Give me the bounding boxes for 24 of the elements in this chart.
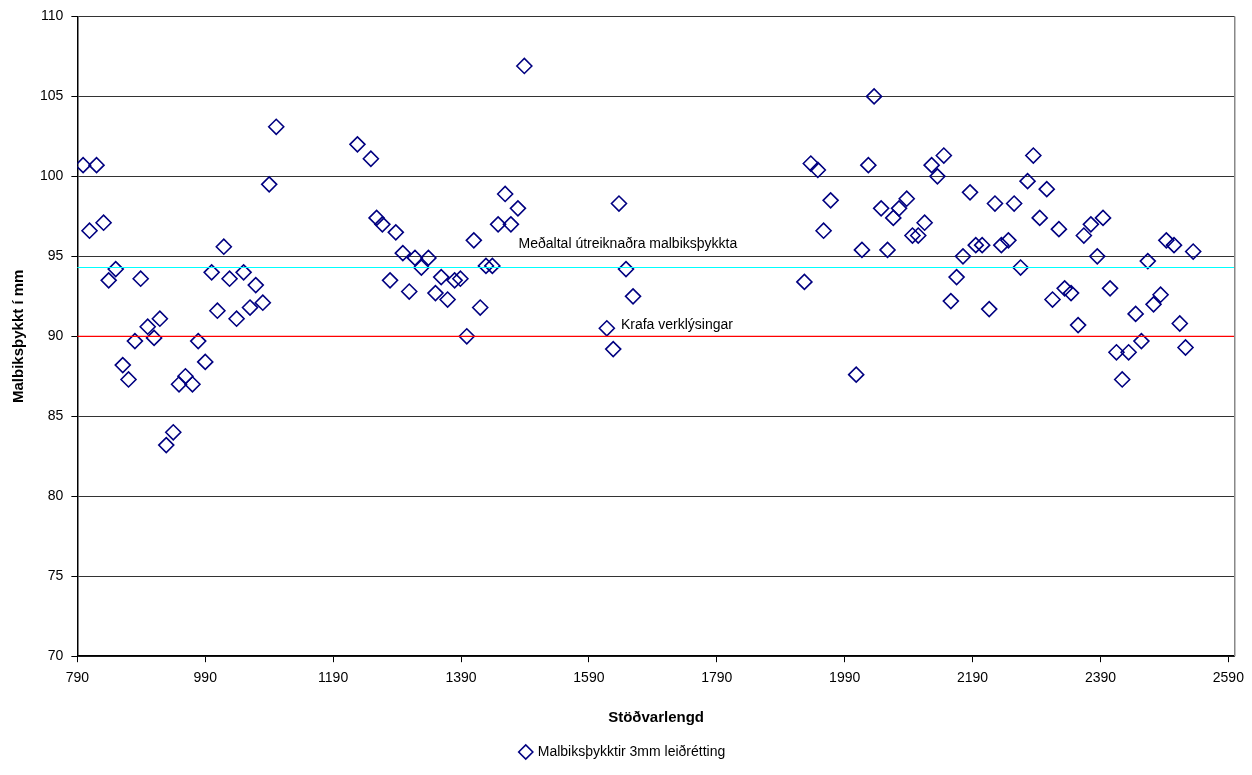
x-tick-label: 2190	[957, 669, 989, 686]
x-tick-label: 2390	[1084, 669, 1117, 686]
y-tick-label: 100	[40, 167, 64, 184]
y-tick-label: 90	[47, 327, 64, 344]
y-axis-title: Malbiksþykkt í mm	[9, 269, 27, 403]
y-tick-label: 95	[47, 247, 64, 264]
x-tick-label: 790	[65, 669, 90, 686]
x-tick-label: 1590	[573, 669, 605, 686]
x-tick-label: 1790	[701, 669, 733, 686]
y-tick-label: 85	[47, 407, 64, 424]
y-tick-label: 75	[47, 567, 64, 584]
y-tick-label: 110	[41, 7, 64, 24]
x-tick-label: 2590	[1212, 669, 1245, 686]
y-tick-label: 70	[47, 647, 64, 664]
x-tick-label: 1990	[829, 669, 861, 686]
ref-line-label: Meðaltal útreiknaðra malbiksþykkta	[518, 235, 738, 252]
x-tick-label: 990	[193, 669, 218, 686]
y-tick-label: 80	[47, 487, 64, 504]
y-tick-label: 105	[40, 87, 64, 104]
x-axis-title: Stöðvarlengd	[608, 708, 704, 726]
ref-line-label: Krafa verklýsingar	[620, 316, 734, 333]
x-tick-label: 1190	[318, 669, 349, 686]
legend-label: Malbiksþykktir 3mm leiðrétting	[537, 742, 726, 759]
x-tick-label: 1390	[445, 669, 477, 686]
